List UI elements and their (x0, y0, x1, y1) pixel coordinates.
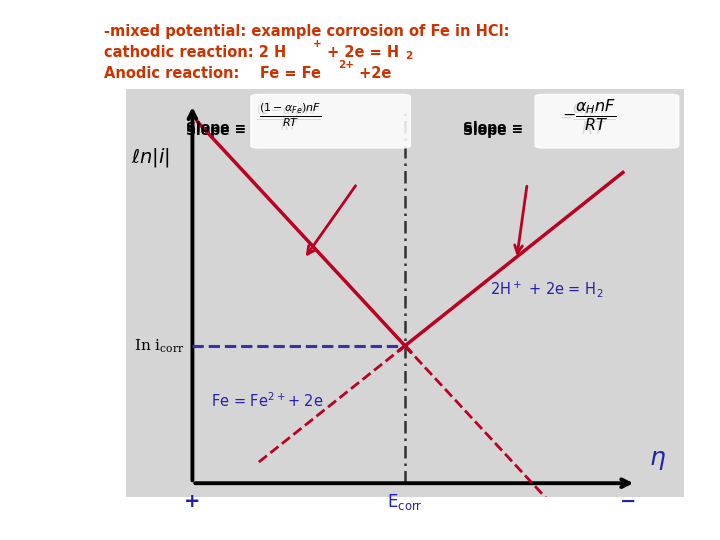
Text: +2e: +2e (354, 66, 391, 82)
Text: + 2e = H: + 2e = H (322, 45, 399, 60)
Text: $\eta$: $\eta$ (649, 449, 666, 472)
Text: In i$_{\mathregular{corr}}$: In i$_{\mathregular{corr}}$ (134, 337, 184, 355)
FancyBboxPatch shape (251, 94, 410, 148)
Text: cathodic reaction: 2 H: cathodic reaction: 2 H (104, 45, 287, 60)
Text: Slope =: Slope = (464, 122, 528, 136)
Text: $\frac{(1-\alpha_{Fe})nF}{RT}$: $\frac{(1-\alpha_{Fe})nF}{RT}$ (256, 103, 321, 133)
Text: $\ell n|i|$: $\ell n|i|$ (131, 146, 170, 168)
Text: +: + (184, 492, 201, 511)
Text: Slope =: Slope = (186, 122, 251, 136)
Text: 2: 2 (405, 51, 413, 62)
Text: -mixed potential: example corrosion of Fe in HCl:: -mixed potential: example corrosion of F… (104, 24, 510, 39)
Text: Anodic reaction:    Fe = Fe: Anodic reaction: Fe = Fe (104, 66, 321, 82)
Text: $-\dfrac{\alpha_H nF}{RT}$: $-\dfrac{\alpha_H nF}{RT}$ (562, 98, 616, 133)
Text: Fe = Fe$^{2+}$+ 2e: Fe = Fe$^{2+}$+ 2e (211, 391, 323, 409)
FancyBboxPatch shape (535, 94, 679, 148)
Text: +: + (313, 39, 322, 49)
Text: 2H$^+$ + 2e = H$_2$: 2H$^+$ + 2e = H$_2$ (490, 279, 603, 299)
Text: −: − (620, 492, 636, 511)
Text: Slope =: Slope = (464, 124, 528, 138)
Text: E$_{\mathregular{corr}}$: E$_{\mathregular{corr}}$ (387, 492, 423, 512)
Text: Slope =: Slope = (186, 124, 251, 138)
Text: $\frac{(1-\alpha_{Fe})nF}{RT}$: $\frac{(1-\alpha_{Fe})nF}{RT}$ (259, 102, 321, 130)
Text: 2+: 2+ (338, 60, 354, 70)
Text: $-\dfrac{\alpha_H nF}{RT}$: $-\dfrac{\alpha_H nF}{RT}$ (559, 99, 616, 137)
